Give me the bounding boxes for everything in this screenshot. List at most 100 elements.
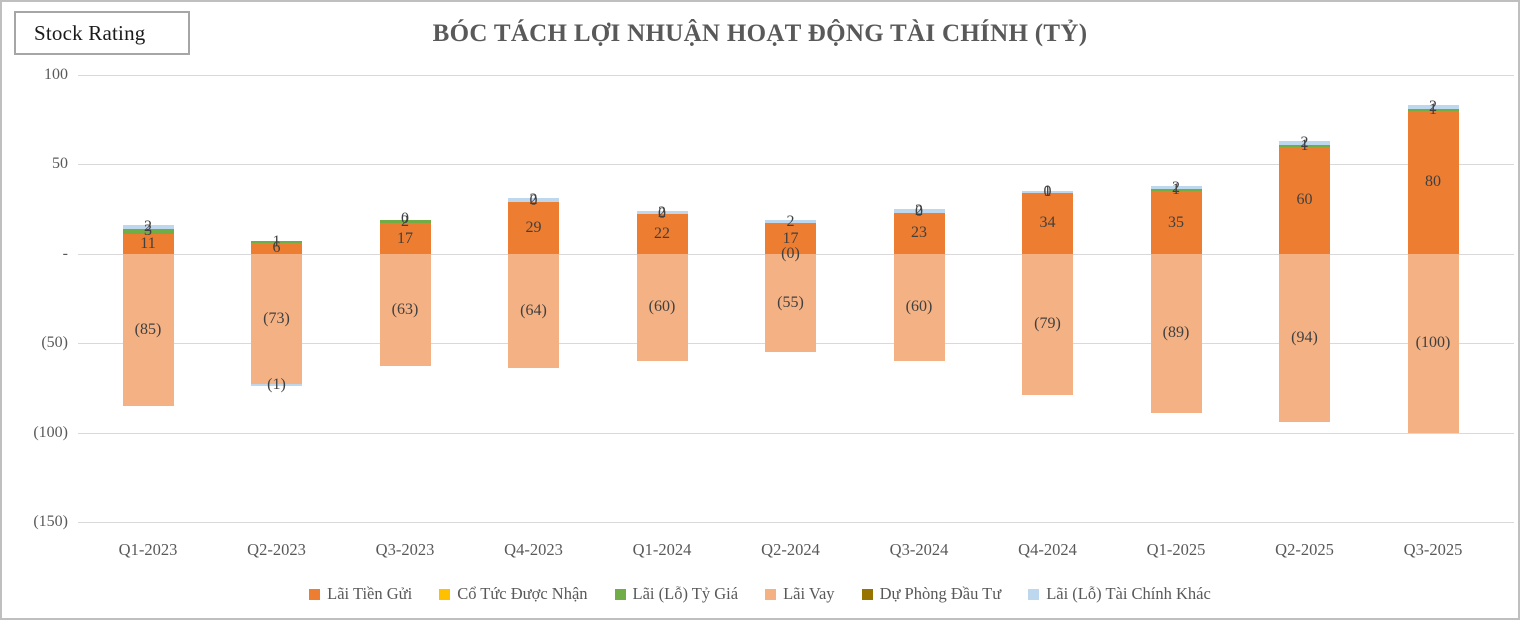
- bar-segment: [1407, 253, 1459, 433]
- bar-segment: [379, 219, 431, 224]
- legend-swatch-icon: [765, 588, 777, 600]
- bar-segment: [251, 243, 302, 254]
- bar-segment: [1150, 189, 1202, 192]
- x-axis-category-label: Q3-2025: [1403, 540, 1463, 559]
- legend-label: Cổ Tức Được Nhận: [457, 584, 588, 603]
- legend-label: Lãi Vay: [783, 584, 835, 603]
- bar-data-label: 17: [397, 229, 413, 247]
- bar-data-label: (64): [520, 302, 547, 320]
- bar-data-label: (60): [905, 298, 933, 316]
- bar-data-label: (1): [267, 376, 286, 394]
- bar-segment: [379, 223, 431, 254]
- legend-item: Cổ Tức Được Nhận: [439, 584, 588, 604]
- bar-data-label: 2: [1300, 133, 1309, 151]
- x-axis-category-label: Q3-2024: [889, 540, 949, 559]
- bar-data-label: 1: [1043, 183, 1052, 201]
- bar-data-label: 6: [272, 239, 281, 257]
- bar-segment: [765, 253, 816, 353]
- bar-segment: [893, 212, 945, 254]
- bar-data-label: 17: [782, 229, 799, 247]
- bar-data-label: 2: [529, 191, 538, 209]
- gridline: [78, 432, 1514, 434]
- bar-data-label: (94): [1291, 328, 1318, 346]
- bar-segment: [1150, 185, 1202, 190]
- bar-segment: [1279, 253, 1330, 422]
- x-axis-category-label: Q4-2024: [1018, 540, 1077, 559]
- legend-label: Lãi (Lỗ) Tài Chính Khác: [1046, 584, 1211, 603]
- bar-segment: [1150, 253, 1202, 413]
- bar-data-label: 2: [1172, 178, 1180, 196]
- legend-swatch-icon: [1028, 588, 1040, 600]
- legend-item: Dự Phòng Đầu Tư: [861, 584, 1002, 604]
- bar-data-label: 2: [915, 201, 923, 219]
- legend-label: Lãi Tiền Gửi: [327, 584, 413, 603]
- x-axis-category-label: Q1-2025: [1146, 540, 1206, 559]
- bar-data-label: 0: [529, 192, 538, 210]
- bar-data-label: 0: [915, 203, 923, 221]
- bar-data-label: 2: [658, 203, 666, 221]
- bar-segment: [508, 253, 559, 369]
- bar-data-label: (79): [1034, 315, 1061, 333]
- gridline: [78, 75, 1514, 76]
- bar-segment: [1407, 110, 1459, 254]
- bar-segment: [251, 253, 302, 385]
- gridline: [78, 522, 1514, 523]
- bar-segment: [636, 210, 688, 215]
- bar-segment: [1279, 144, 1330, 147]
- x-axis-category-label: Q4-2023: [504, 540, 563, 559]
- bar-segment: [251, 384, 302, 387]
- bar-segment: [1022, 253, 1073, 396]
- bar-segment: [508, 201, 559, 254]
- legend-swatch-icon: [614, 588, 626, 600]
- bar-data-label: 1: [1300, 136, 1309, 154]
- bar-data-label: 0: [1043, 183, 1052, 201]
- bar-data-label: 2: [144, 217, 152, 235]
- x-axis-category-label: Q2-2023: [247, 540, 306, 559]
- legend-label: Lãi (Lỗ) Tỷ Giá: [632, 584, 739, 603]
- bar-segment: [765, 219, 816, 224]
- bar-data-label: (0): [781, 245, 800, 263]
- bar-data-label: (89): [1162, 324, 1190, 342]
- x-axis-category-label: Q1-2024: [632, 540, 692, 559]
- legend-label: Dự Phòng Đầu Tư: [879, 584, 1002, 603]
- bar-data-label: (73): [263, 310, 290, 328]
- x-axis-category-label: Q2-2024: [761, 540, 820, 559]
- y-axis-tick-label: 100: [44, 66, 68, 83]
- bar-data-label: (55): [777, 293, 804, 311]
- legend-item: Lãi (Lỗ) Tỷ Giá: [614, 584, 739, 604]
- bar-data-label: 23: [911, 224, 927, 242]
- bar-data-label: 3: [144, 222, 152, 240]
- bar-data-label: 0: [658, 204, 666, 222]
- bar-segment: [508, 198, 559, 202]
- x-axis-category-label: Q1-2023: [118, 540, 178, 559]
- gridline: [78, 164, 1514, 166]
- chart-title: BÓC TÁCH LỢI NHUẬN HOẠT ĐỘNG TÀI CHÍNH (…: [432, 20, 1088, 47]
- bar-data-label: (100): [1415, 334, 1451, 352]
- bar-segment: [379, 253, 431, 367]
- bar-data-label: 80: [1425, 173, 1441, 191]
- bar-data-label: 34: [1039, 214, 1056, 232]
- x-axis-category-label: Q3-2023: [375, 540, 435, 559]
- bar-data-label: (63): [391, 301, 419, 319]
- bar-segment: [122, 225, 174, 229]
- bar-segment: [251, 241, 302, 244]
- bar-data-label: 2: [1429, 98, 1437, 116]
- bar-segment: [636, 214, 688, 254]
- legend-item: Lãi Tiền Gửi: [309, 584, 412, 604]
- bar-segment: [1022, 193, 1073, 254]
- bar-data-label: 11: [140, 234, 156, 252]
- y-axis-tick-label: (150): [33, 513, 68, 530]
- bar-data-label: 1: [272, 233, 281, 251]
- y-axis-tick-label: 50: [52, 155, 68, 173]
- bar-data-label: 29: [525, 218, 542, 236]
- bar-data-label: (85): [134, 320, 162, 338]
- legend-swatch-icon: [309, 588, 321, 600]
- stock-rating-badge: Stock Rating: [14, 11, 190, 55]
- bar-segment: [1150, 191, 1202, 254]
- bar-data-label: 1: [1172, 181, 1180, 199]
- bar-segment: [1279, 146, 1330, 254]
- bar-segment: [1407, 105, 1459, 109]
- bar-data-label: 1: [1429, 100, 1437, 118]
- bar-segment: [122, 228, 174, 235]
- legend-swatch-icon: [861, 588, 873, 600]
